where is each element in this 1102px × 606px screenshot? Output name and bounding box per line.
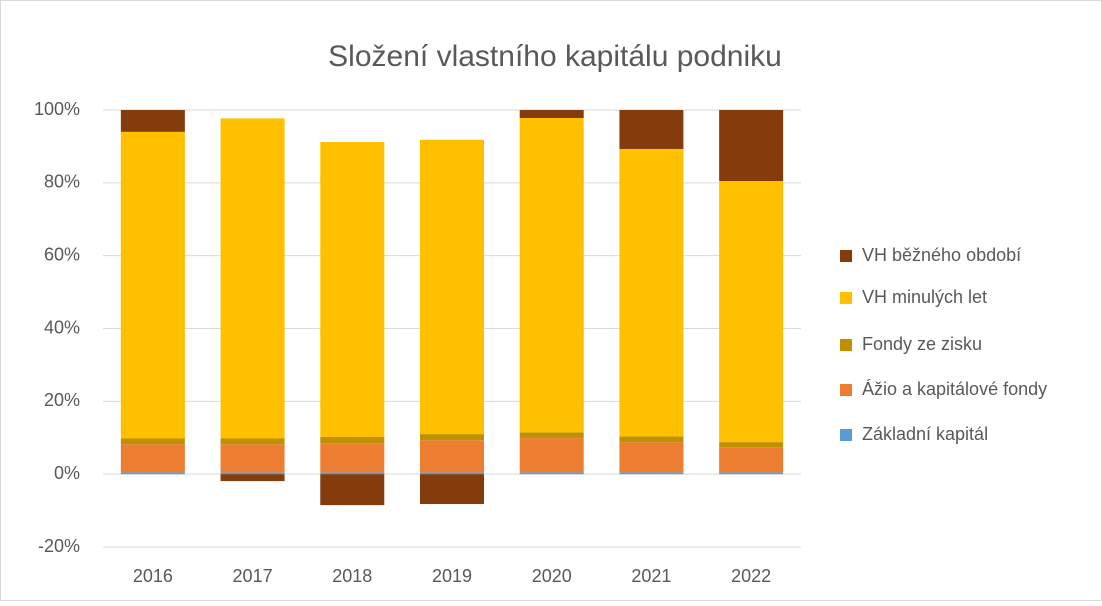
bar-segment xyxy=(120,131,185,439)
legend-label: Ážio a kapitálové fondy xyxy=(862,379,1047,399)
x-tick-label: 2020 xyxy=(532,566,572,586)
legend-swatch xyxy=(840,292,852,304)
bar-segment xyxy=(320,437,385,444)
x-tick-label: 2016 xyxy=(133,566,173,586)
legend-swatch xyxy=(840,250,852,262)
y-tick-label: 0% xyxy=(54,463,80,483)
bar-segment xyxy=(519,432,584,439)
bar-segment xyxy=(619,110,684,149)
y-tick-label: -20% xyxy=(38,536,80,556)
bar-segment xyxy=(719,110,784,182)
bar-segment xyxy=(519,438,584,473)
bar-segment xyxy=(220,444,285,473)
bar-segment xyxy=(420,139,484,435)
bar-segment xyxy=(719,181,784,443)
bar-segment xyxy=(619,472,684,475)
bar-segment xyxy=(120,438,185,445)
bar-segment xyxy=(120,472,185,475)
legend-swatch xyxy=(840,384,852,396)
bar-segment xyxy=(420,440,484,473)
legend-label: Základní kapitál xyxy=(862,424,988,444)
bar-segment xyxy=(120,110,185,132)
bar-segment xyxy=(320,443,385,473)
bar-segment xyxy=(220,118,285,439)
y-tick-label: 80% xyxy=(44,172,80,192)
bar-segment xyxy=(320,472,385,475)
y-tick-label: 100% xyxy=(34,99,80,119)
legend-label: VH běžného období xyxy=(862,245,1021,265)
bar-segment xyxy=(519,472,584,475)
chart-title: Složení vlastního kapitálu podniku xyxy=(328,40,782,73)
bar-segment xyxy=(320,474,385,506)
bar-segment xyxy=(220,474,285,482)
bar-segment xyxy=(619,442,684,473)
bar-segment xyxy=(320,142,385,438)
bar-segment xyxy=(619,148,684,437)
bar-segment xyxy=(420,434,484,441)
bar-segment xyxy=(719,472,784,475)
bar-segment xyxy=(519,110,584,119)
y-tick-label: 60% xyxy=(44,244,80,264)
bar-segment xyxy=(719,447,784,473)
legend-swatch xyxy=(840,429,852,441)
y-tick-label: 20% xyxy=(44,390,80,410)
x-tick-label: 2019 xyxy=(432,566,472,586)
x-tick-label: 2022 xyxy=(731,566,771,586)
bar-segment xyxy=(420,472,484,475)
legend-swatch xyxy=(840,339,852,351)
x-tick-label: 2021 xyxy=(631,566,671,586)
y-tick-label: 40% xyxy=(44,317,80,337)
x-tick-label: 2017 xyxy=(233,566,273,586)
legend-label: Fondy ze zisku xyxy=(862,334,982,354)
bar-segment xyxy=(619,436,684,443)
bar-segment xyxy=(420,474,484,505)
legend-label: VH minulých let xyxy=(862,287,987,307)
x-tick-label: 2018 xyxy=(332,566,372,586)
bar-segment xyxy=(519,118,584,433)
bar-segment xyxy=(120,444,185,473)
bar-segment xyxy=(220,472,285,475)
bar-segment xyxy=(220,438,285,445)
bar-segment xyxy=(719,442,784,448)
